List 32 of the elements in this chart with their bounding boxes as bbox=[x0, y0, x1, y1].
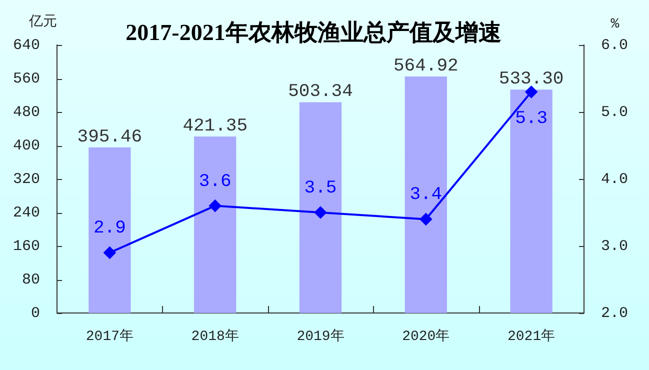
y2-tick-label: 3.0 bbox=[601, 238, 628, 255]
data-label: 3.5 bbox=[304, 178, 337, 198]
data-label: 395.46 bbox=[77, 127, 142, 148]
data-label: 3.6 bbox=[198, 172, 232, 192]
data-label: 421.35 bbox=[182, 116, 248, 137]
y2-tick-label: 4.0 bbox=[601, 170, 628, 188]
y-tick-label: 320 bbox=[12, 170, 40, 188]
x-tick-label: 2018年 bbox=[191, 328, 239, 346]
y-tick-label: 80 bbox=[22, 271, 40, 288]
x-tick-label: 2021年 bbox=[507, 328, 556, 346]
x-tick-label: 2019年 bbox=[296, 328, 344, 346]
y-tick-label: 560 bbox=[12, 70, 40, 88]
data-label: 503.34 bbox=[288, 82, 353, 102]
y-axis-title: 亿元 bbox=[28, 14, 57, 31]
y-tick-label: 640 bbox=[12, 36, 40, 54]
y-tick-label: 480 bbox=[12, 104, 40, 121]
y2-tick-label: 6.0 bbox=[601, 36, 628, 54]
y-tick-label: 160 bbox=[12, 238, 40, 255]
data-label: 5.3 bbox=[515, 108, 548, 129]
y-tick-label: 400 bbox=[12, 137, 40, 154]
y-tick-label: 0 bbox=[30, 304, 40, 322]
y2-axis-title: % bbox=[610, 16, 620, 33]
data-label: 3.4 bbox=[410, 185, 442, 206]
x-tick-label: 2020年 bbox=[402, 328, 450, 346]
y-tick-label: 240 bbox=[12, 204, 40, 222]
data-label: 533.30 bbox=[498, 70, 564, 90]
data-label: 2.9 bbox=[93, 218, 126, 239]
y2-tick-label: 5.0 bbox=[601, 104, 628, 121]
data-label: 564.92 bbox=[393, 56, 458, 76]
x-tick-label: 2017年 bbox=[86, 328, 134, 346]
chart-title: 2017-2021年农林牧渔业总产值及增速 bbox=[126, 20, 502, 45]
y2-tick-label: 2.0 bbox=[601, 304, 628, 322]
